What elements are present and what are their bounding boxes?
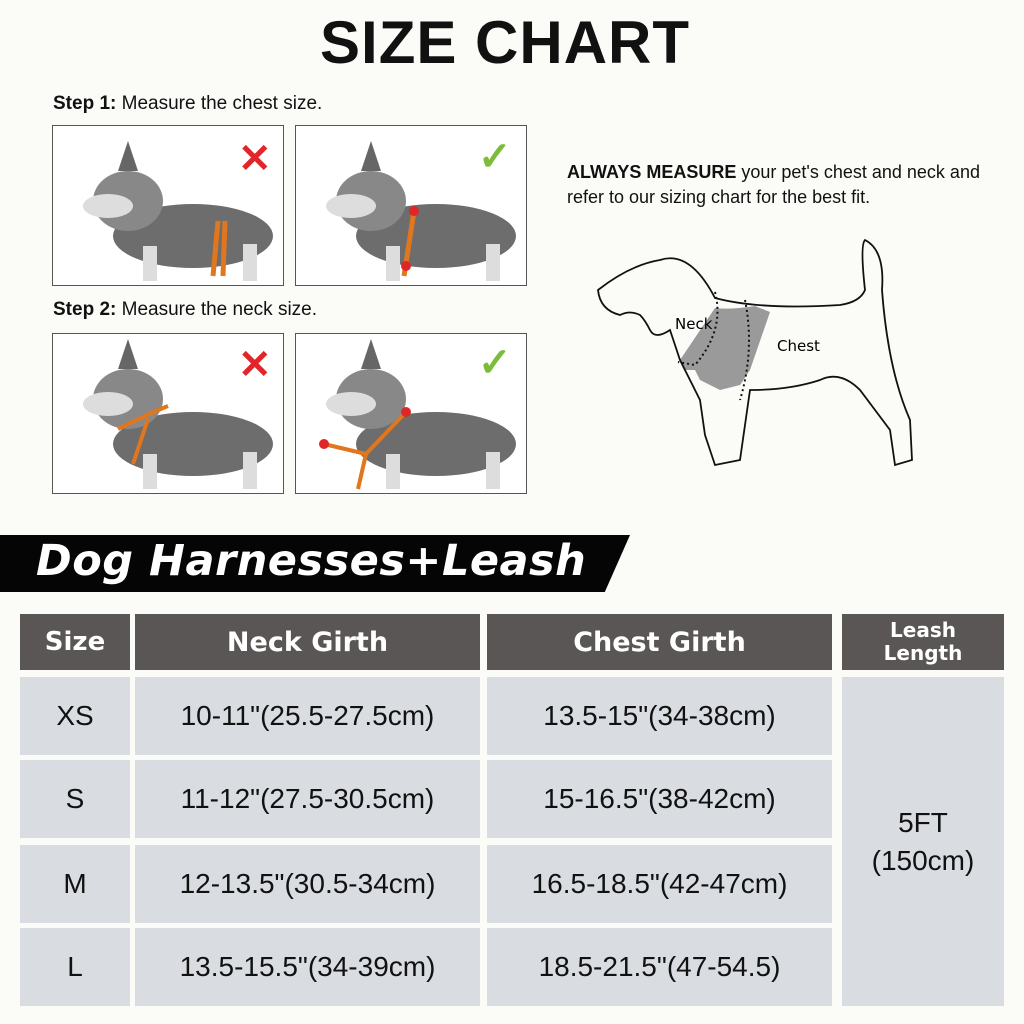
instruction-bold: ALWAYS MEASURE bbox=[567, 162, 737, 182]
step-1-text: Measure the chest size. bbox=[116, 93, 323, 114]
step-1-number: Step 1: bbox=[53, 93, 117, 114]
cell-neck: 12-13.5"(30.5-34cm) bbox=[135, 845, 480, 923]
chest-label: Chest bbox=[777, 337, 820, 355]
cell-size: L bbox=[20, 928, 130, 1006]
dog-photo bbox=[83, 339, 273, 489]
wrong-x-icon: ✕ bbox=[238, 137, 272, 181]
cell-size: M bbox=[20, 845, 130, 923]
cell-chest: 18.5-21.5"(47-54.5) bbox=[487, 928, 832, 1006]
step-2-label: Step 2: Measure the neck size. bbox=[53, 299, 317, 321]
neck-label: Neck bbox=[675, 315, 713, 333]
cell-leash-length: 5FT (150cm) bbox=[842, 677, 1004, 1006]
measure-instruction: ALWAYS MEASURE your pet's chest and neck… bbox=[567, 160, 987, 210]
dog-outline-diagram: Neck Chest bbox=[597, 238, 913, 467]
cell-neck: 13.5-15.5"(34-39cm) bbox=[135, 928, 480, 1006]
header-leash-length: Leash Length bbox=[842, 614, 1004, 670]
leash-ft: 5FT bbox=[898, 806, 948, 838]
dog-photo bbox=[83, 141, 273, 281]
cell-neck: 10-11"(25.5-27.5cm) bbox=[135, 677, 480, 755]
header-chest-girth: Chest Girth bbox=[487, 614, 832, 670]
cell-chest: 15-16.5"(38-42cm) bbox=[487, 760, 832, 838]
cell-size: S bbox=[20, 760, 130, 838]
instruction-text: your pet's chest and neck and refer to o… bbox=[567, 162, 980, 207]
step-2-number: Step 2: bbox=[53, 299, 117, 320]
header-size: Size bbox=[20, 614, 130, 670]
dog-photo bbox=[319, 339, 516, 490]
dog-photo bbox=[326, 141, 516, 281]
leash-cm: (150cm) bbox=[871, 844, 975, 876]
check-icon: ✓ bbox=[478, 341, 512, 385]
banner-title: Dog Harnesses+Leash bbox=[36, 536, 587, 586]
photo-chest-wrong bbox=[52, 125, 284, 286]
page-title: SIZE CHART bbox=[320, 9, 690, 76]
step-1-label: Step 1: Measure the chest size. bbox=[53, 93, 322, 115]
photo-chest-right bbox=[295, 125, 527, 286]
photo-neck-wrong bbox=[52, 333, 284, 494]
cell-size: XS bbox=[20, 677, 130, 755]
wrong-x-icon: ✕ bbox=[238, 343, 272, 387]
cell-chest: 16.5-18.5"(42-47cm) bbox=[487, 845, 832, 923]
step-2-text: Measure the neck size. bbox=[116, 299, 318, 320]
cell-neck: 11-12"(27.5-30.5cm) bbox=[135, 760, 480, 838]
banner bbox=[0, 535, 630, 592]
photo-neck-right bbox=[295, 333, 527, 494]
check-icon: ✓ bbox=[478, 135, 512, 179]
header-neck-girth: Neck Girth bbox=[135, 614, 480, 670]
cell-chest: 13.5-15"(34-38cm) bbox=[487, 677, 832, 755]
